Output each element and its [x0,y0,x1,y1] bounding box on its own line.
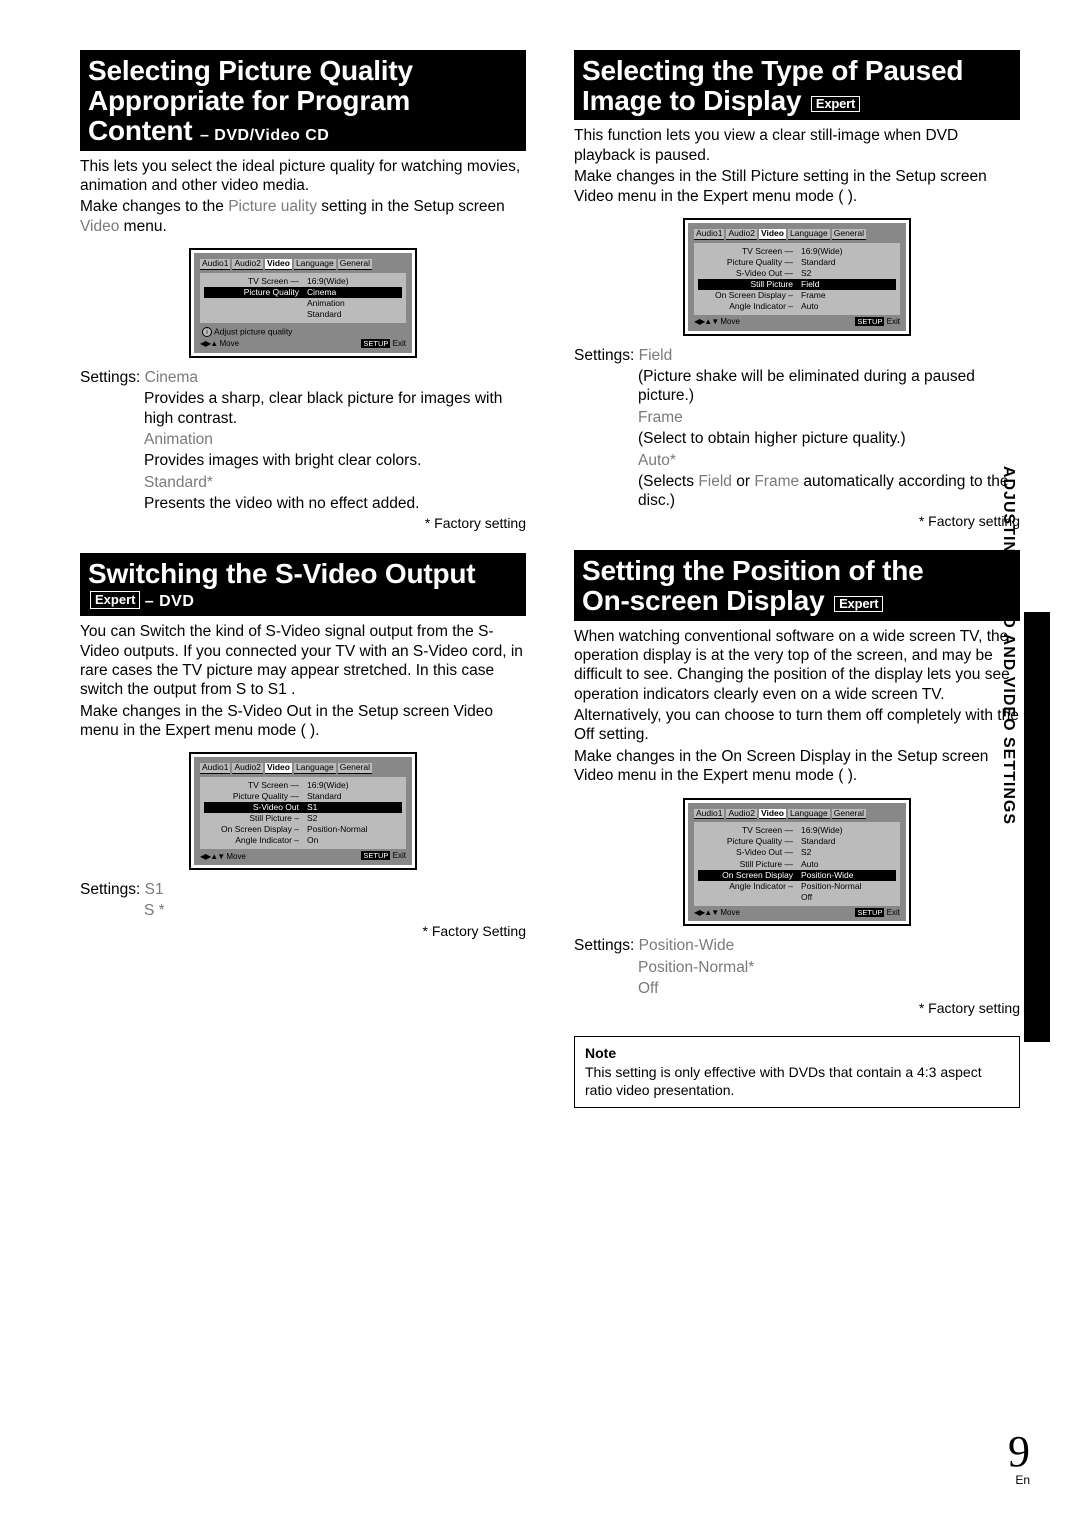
title-line-1: Setting the Position of the [582,555,923,586]
body-text: Make changes in the S-Video Out in the S… [80,702,526,741]
section-header: Selecting Picture Quality Appropriate fo… [80,50,526,151]
osd-screenshot-1: Audio1 Audio2 Video Language General TV … [189,248,417,358]
title-line-1: Selecting the Type of Paused [582,55,963,86]
setup-button-icon: SETUP [361,339,390,348]
setting-name: Auto* [638,451,1020,470]
intro-text: This lets you select the ideal picture q… [80,157,526,196]
expert-badge: Expert [90,591,140,609]
setting-name: S * [144,901,526,920]
section-header: Selecting the Type of Paused Image to Di… [574,50,1020,120]
instruction-text: Make changes to the Picture uality setti… [80,197,526,236]
body-text: Make changes in the On Screen Display in… [574,747,1020,786]
nav-arrows-icon: ◀▶▲ [200,339,217,348]
left-column: Selecting Picture Quality Appropriate fo… [80,50,526,1128]
note-title: Note [585,1045,1009,1063]
title-line-2: On-screen Display [582,585,824,616]
body-text: Alternatively, you can choose to turn th… [574,706,1020,745]
setting-name: Animation [144,430,526,449]
title-line-2: Image to Display [582,85,801,116]
body-text: This function lets you view a clear stil… [574,126,1020,165]
osd-tab: General [338,259,372,270]
settings-label: Settings: [574,937,634,954]
section-osd-position: Setting the Position of the On-screen Di… [574,550,1020,1108]
setting-description: (Selects Field or Frame automatically ac… [638,472,1020,511]
setting-name: Off [638,979,1020,998]
setup-button-icon: SETUP [855,317,884,326]
expert-badge: Expert [811,96,860,112]
settings-label: Settings: [80,881,140,898]
section-svideo: Switching the S-Video Output Expert – DV… [80,553,526,940]
sidebar-black-bar [1024,612,1050,1042]
title-subtitle: – DVD [145,593,195,610]
factory-setting-note: * Factory Setting [80,923,526,941]
body-text: Make changes in the Still Picture settin… [574,167,1020,206]
factory-setting-note: * Factory setting [574,513,1020,531]
title-subtitle: – DVD/Video CD [200,127,329,144]
osd-screenshot-4: Audio1 Audio2 Video Language General TV … [683,798,911,927]
expert-badge: Expert [834,596,883,612]
section-still-picture: Selecting the Type of Paused Image to Di… [574,50,1020,530]
setting-description: Provides a sharp, clear black picture fo… [144,389,526,428]
osd-tab-active: Video [265,259,292,270]
setup-button-icon: SETUP [361,851,390,860]
section-picture-quality: Selecting Picture Quality Appropriate fo… [80,50,526,533]
setting-name: Field [639,347,673,364]
title-line-3: Content [88,115,192,146]
osd-tab: Audio1 [200,259,230,270]
title-line-1: Selecting Picture Quality [88,55,413,86]
setting-name: S1 [145,881,164,898]
setting-name: Frame [638,408,1020,427]
nav-arrows-icon: ◀▶▲▼ [200,852,224,861]
section-header: Setting the Position of the On-screen Di… [574,550,1020,620]
osd-tab: Language [294,259,336,270]
setting-name: Position-Normal* [638,958,1020,977]
settings-label: Settings: [574,347,634,364]
osd-screenshot-3: Audio1 Audio2 Video Language General TV … [683,218,911,336]
info-icon: i [202,327,212,337]
factory-setting-note: * Factory setting [574,1000,1020,1018]
body-text: When watching conventional software on a… [574,627,1020,705]
nav-arrows-icon: ◀▶▲▼ [694,317,718,326]
osd-tabs: Audio1 Audio2 Video Language General [200,259,406,270]
section-title: Switching the S-Video Output [88,559,518,589]
setting-description: (Picture shake will be eliminated during… [638,367,1020,406]
right-column: Selecting the Type of Paused Image to Di… [574,50,1020,1128]
factory-setting-note: * Factory setting [80,515,526,533]
section-header: Switching the S-Video Output Expert – DV… [80,553,526,616]
osd-screenshot-2: Audio1 Audio2 Video Language General TV … [189,752,417,870]
nav-arrows-icon: ◀▶▲▼ [694,908,718,917]
page-number-value: 9 [1008,1427,1030,1476]
setting-description: Provides images with bright clear colors… [144,451,526,470]
settings-label: Settings: [80,369,140,386]
setting-name: Standard* [144,473,526,492]
setting-name: Position-Wide [639,937,735,954]
setting-description: Presents the video with no effect added. [144,494,526,513]
setting-name: Cinema [145,369,198,386]
note-body: This setting is only effective with DVDs… [585,1064,1009,1099]
body-text: You can Switch the kind of S-Video signa… [80,622,526,700]
setting-description: (Select to obtain higher picture quality… [638,429,1020,448]
two-column-layout: Selecting Picture Quality Appropriate fo… [80,50,1020,1128]
title-line-2: Appropriate for Program [88,85,410,116]
page-number: 9 En [1008,1424,1030,1488]
osd-tab: Audio2 [232,259,262,270]
note-box: Note This setting is only effective with… [574,1036,1020,1109]
sidebar-chapter-label: ADJUSTING AUDIO AND VIDEO SETTINGS [998,466,1018,825]
setup-button-icon: SETUP [855,908,884,917]
